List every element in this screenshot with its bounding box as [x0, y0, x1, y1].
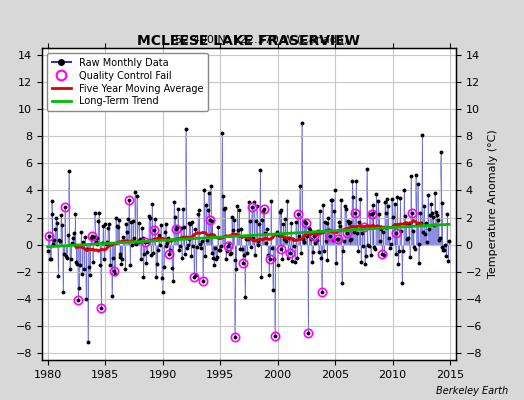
Text: Berkeley Earth: Berkeley Earth — [436, 386, 508, 396]
Title: MCLEESE LAKE FRASERVIEW: MCLEESE LAKE FRASERVIEW — [137, 34, 361, 48]
Y-axis label: Temperature Anomaly (°C): Temperature Anomaly (°C) — [488, 130, 498, 278]
Text: 52.400 N, 122.370 W (Canada): 52.400 N, 122.370 W (Canada) — [176, 34, 348, 44]
Legend: Raw Monthly Data, Quality Control Fail, Five Year Moving Average, Long-Term Tren: Raw Monthly Data, Quality Control Fail, … — [47, 53, 208, 111]
